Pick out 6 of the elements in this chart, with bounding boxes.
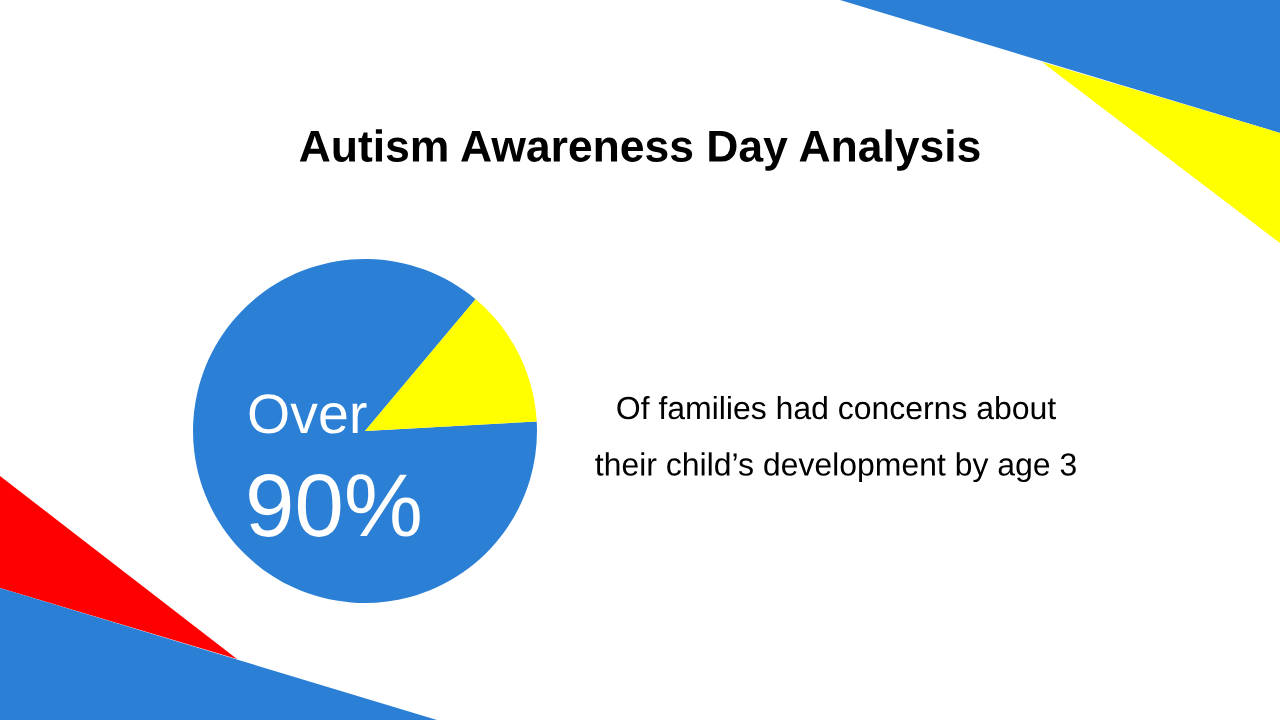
text: Over (249, 394, 367, 434)
text: Autism Awareness Day Analysis (299, 129, 980, 171)
pie-slice (193, 259, 537, 603)
text: 90% (249, 473, 420, 537)
text: Of families had concerns about their child’s development by age 3 (595, 395, 1076, 483)
pie-slice (365, 299, 537, 431)
